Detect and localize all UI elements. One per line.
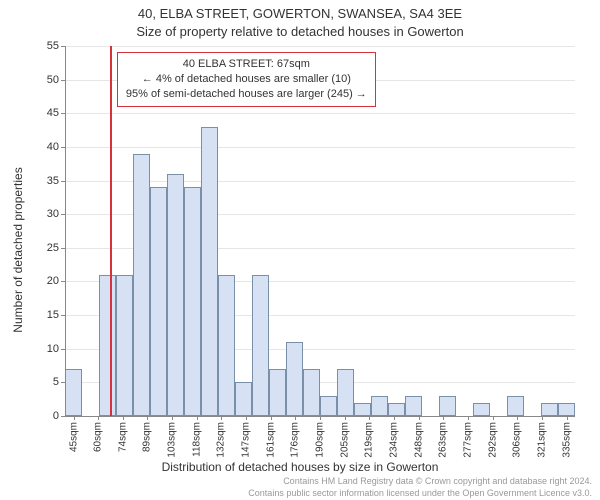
gridline	[65, 147, 575, 148]
histogram-bar	[558, 403, 575, 416]
histogram-plot: 051015202530354045505545sqm60sqm74sqm89s…	[65, 46, 575, 416]
callout-line: 40 ELBA STREET: 67sqm	[126, 57, 367, 72]
xtick-mark	[74, 416, 75, 420]
xtick-mark	[493, 416, 494, 420]
xtick-mark	[567, 416, 568, 420]
attribution-line-1: Contains HM Land Registry data © Crown c…	[283, 476, 592, 486]
xtick-mark	[172, 416, 173, 420]
xtick-mark	[345, 416, 346, 420]
xtick-mark	[443, 416, 444, 420]
histogram-bar	[439, 396, 456, 416]
xtick-mark	[246, 416, 247, 420]
xtick-label: 292sqm	[487, 422, 498, 458]
histogram-bar	[303, 369, 320, 416]
ytick-label: 5	[53, 376, 59, 388]
gridline	[65, 113, 575, 114]
xtick-label: 205sqm	[339, 422, 350, 458]
histogram-bar	[167, 174, 184, 416]
xtick-label: 60sqm	[93, 422, 104, 452]
xtick-label: 103sqm	[167, 422, 178, 458]
xtick-label: 277sqm	[462, 422, 473, 458]
histogram-bar	[354, 403, 371, 416]
histogram-bar	[388, 403, 405, 416]
histogram-bar	[150, 187, 167, 416]
callout-line: 95% of semi-detached houses are larger (…	[126, 87, 367, 102]
xtick-label: 321sqm	[536, 422, 547, 458]
histogram-bar	[65, 369, 82, 416]
histogram-bar	[473, 403, 490, 416]
xtick-label: 45sqm	[68, 422, 79, 452]
ytick-label: 30	[47, 208, 59, 220]
y-axis-label: Number of detached properties	[11, 167, 25, 332]
xtick-label: 161sqm	[265, 422, 276, 458]
page-subtitle: Size of property relative to detached ho…	[136, 24, 463, 39]
histogram-bar	[218, 275, 235, 416]
page-title-address: 40, ELBA STREET, GOWERTON, SWANSEA, SA4 …	[138, 6, 462, 21]
histogram-bar	[320, 396, 337, 416]
xtick-mark	[147, 416, 148, 420]
xtick-label: 335sqm	[561, 422, 572, 458]
xtick-label: 89sqm	[142, 422, 153, 452]
attribution-line-2: Contains public sector information licen…	[248, 488, 592, 498]
histogram-bar	[371, 396, 388, 416]
ytick-label: 10	[47, 343, 59, 355]
histogram-bar	[99, 275, 116, 416]
xtick-mark	[221, 416, 222, 420]
reference-line	[110, 46, 112, 416]
xtick-mark	[369, 416, 370, 420]
xtick-mark	[123, 416, 124, 420]
xtick-mark	[542, 416, 543, 420]
histogram-bar	[201, 127, 218, 416]
ytick-label: 35	[47, 175, 59, 187]
callout-line: ← 4% of detached houses are smaller (10)	[126, 72, 367, 87]
ytick-label: 40	[47, 141, 59, 153]
ytick-label: 55	[47, 40, 59, 52]
xtick-label: 118sqm	[191, 422, 202, 457]
xtick-label: 74sqm	[117, 422, 128, 452]
xtick-label: 306sqm	[512, 422, 523, 458]
histogram-bar	[116, 275, 133, 416]
xtick-label: 176sqm	[290, 422, 301, 458]
histogram-bar	[184, 187, 201, 416]
xtick-label: 263sqm	[438, 422, 449, 458]
xtick-mark	[394, 416, 395, 420]
xtick-mark	[98, 416, 99, 420]
xtick-mark	[320, 416, 321, 420]
ytick-label: 50	[47, 74, 59, 86]
xtick-mark	[197, 416, 198, 420]
gridline	[65, 46, 575, 47]
histogram-bar	[235, 382, 252, 416]
y-axis	[65, 46, 66, 416]
xtick-mark	[295, 416, 296, 420]
xtick-mark	[468, 416, 469, 420]
histogram-bar	[133, 154, 150, 416]
ytick-label: 0	[53, 410, 59, 422]
xtick-label: 248sqm	[413, 422, 424, 458]
xtick-label: 219sqm	[364, 422, 375, 458]
histogram-bar	[507, 396, 524, 416]
xtick-label: 132sqm	[216, 422, 227, 458]
xtick-mark	[517, 416, 518, 420]
ytick-label: 15	[47, 309, 59, 321]
xtick-label: 234sqm	[388, 422, 399, 458]
ytick-label: 20	[47, 275, 59, 287]
histogram-bar	[405, 396, 422, 416]
histogram-bar	[269, 369, 286, 416]
histogram-bar	[337, 369, 354, 416]
ytick-label: 25	[47, 242, 59, 254]
xtick-label: 147sqm	[241, 422, 252, 458]
xtick-label: 190sqm	[315, 422, 326, 458]
x-axis-label: Distribution of detached houses by size …	[162, 460, 439, 474]
callout-box: 40 ELBA STREET: 67sqm← 4% of detached ho…	[117, 52, 376, 107]
histogram-bar	[541, 403, 558, 416]
histogram-bar	[286, 342, 303, 416]
xtick-mark	[271, 416, 272, 420]
histogram-bar	[252, 275, 269, 416]
xtick-mark	[419, 416, 420, 420]
ytick-label: 45	[47, 107, 59, 119]
